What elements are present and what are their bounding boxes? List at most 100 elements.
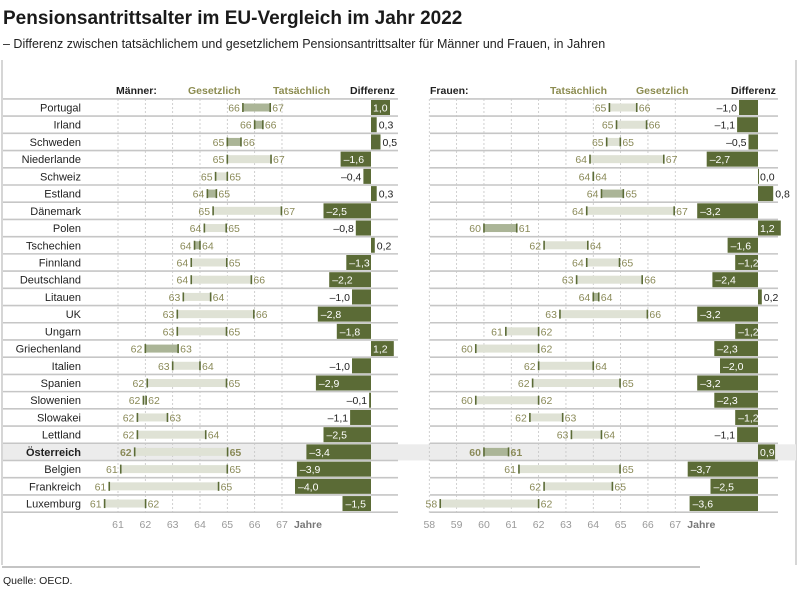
axis-tick-label: 61 (112, 519, 124, 531)
high-value-label: 66 (649, 120, 661, 132)
diff-bar (687, 461, 758, 477)
low-value-label: 62 (518, 378, 530, 390)
diff-value-label: –3,9 (300, 464, 321, 476)
range-tick-low (226, 154, 229, 164)
diff-bar (758, 289, 762, 305)
range-tick-low (144, 344, 147, 354)
range-bar (254, 120, 263, 129)
diff-bar (735, 323, 758, 339)
range-bar (483, 224, 517, 233)
range-bar (137, 430, 206, 439)
diff-value-label: 0,0 (760, 171, 775, 183)
column-header-right: Gesetzlich (636, 85, 689, 97)
range-bar (586, 206, 675, 215)
range-tick-low (182, 292, 185, 302)
range-tick-low (119, 464, 122, 474)
low-value-label: 62 (131, 344, 143, 356)
range-bar (120, 465, 228, 474)
high-value-label: 67 (283, 206, 295, 218)
range-tick-high (209, 292, 212, 302)
diff-bar (697, 306, 758, 322)
axis-tick-label: 58 (423, 519, 435, 531)
axis-tick-label: 62 (139, 519, 151, 531)
low-value-label: 61 (504, 464, 516, 476)
low-value-label: 60 (461, 395, 473, 407)
low-value-label: 62 (529, 481, 541, 493)
low-value-label: 60 (461, 344, 473, 356)
diff-value-label: –2,5 (327, 206, 348, 218)
diff-value-label: 0,5 (383, 137, 398, 149)
panel-group-label: Frauen: (430, 85, 469, 97)
range-bar (571, 430, 602, 439)
diff-bar (710, 478, 758, 494)
range-tick-low (483, 223, 485, 233)
high-value-label: 67 (273, 154, 285, 166)
diff-value-label: 1,2 (760, 223, 775, 235)
high-value-label: 65 (622, 137, 634, 149)
axis-tick-label: 62 (533, 519, 545, 531)
range-tick-low (242, 103, 244, 112)
low-value-label: 66 (240, 120, 252, 132)
diff-bar (720, 358, 758, 374)
range-tick-low (483, 447, 485, 457)
diff-value-label: –2,0 (723, 361, 744, 373)
diff-value-label: –1,1 (715, 430, 736, 442)
range-tick-low (589, 154, 591, 164)
diff-bar (737, 117, 758, 133)
axis-tick-label: 63 (560, 519, 572, 531)
range-tick-low (474, 344, 477, 354)
high-value-label: 65 (229, 326, 241, 338)
low-value-label: 64 (180, 240, 192, 252)
range-tick-low (103, 499, 106, 509)
men-panel: Männer: Gesetzlich Tatsächlich Differenz Por… (3, 85, 398, 531)
range-bar (147, 379, 227, 388)
high-value-label: 64 (595, 361, 607, 373)
high-value-label: 65 (230, 447, 242, 459)
range-tick-low (531, 378, 534, 388)
high-value-label: 66 (243, 137, 255, 149)
diff-value-label: –3,7 (691, 464, 712, 476)
diff-value-label: –3,2 (700, 378, 721, 390)
range-tick-low (559, 309, 561, 319)
high-value-label: 64 (202, 361, 214, 373)
low-value-label: 64 (579, 171, 591, 183)
high-value-label: 64 (603, 430, 615, 442)
diff-value-label: –1,2 (738, 257, 759, 269)
range-tick-high (225, 257, 228, 267)
axis-unit-label: Jahre (294, 519, 322, 531)
range-tick-low (146, 378, 149, 388)
diff-bar (342, 496, 371, 512)
range-tick-low (212, 206, 214, 216)
high-value-label: 64 (202, 240, 214, 252)
low-value-label: 62 (129, 395, 141, 407)
range-tick-low (136, 412, 139, 422)
axis-tick-label: 63 (167, 519, 179, 531)
range-bar (440, 499, 539, 508)
low-value-label: 61 (95, 481, 107, 493)
diff-value-label: –1,2 (738, 412, 759, 424)
high-value-label: 63 (180, 344, 192, 356)
range-tick-high (635, 103, 638, 112)
range-bar (242, 103, 271, 112)
diff-value-label: 1,2 (373, 344, 388, 356)
high-value-label: 62 (541, 499, 553, 511)
diff-bar (340, 151, 371, 167)
range-tick-high (144, 499, 147, 509)
high-value-label: 65 (622, 464, 634, 476)
range-tick-high (561, 412, 564, 422)
range-bar (475, 344, 539, 353)
diff-value-label: 1,0 (373, 103, 388, 115)
low-value-label: 60 (469, 447, 481, 459)
low-value-label: 62 (123, 430, 135, 442)
low-value-label: 64 (193, 189, 205, 201)
low-value-label: 65 (213, 154, 225, 166)
women-panel: Frauen: Tatsächlich Gesetzlich Differenz 65 6… (423, 85, 790, 531)
diff-value-label: –2,4 (715, 275, 736, 287)
diff-bar (371, 134, 381, 150)
low-value-label: 64 (572, 257, 584, 269)
diff-bar (352, 289, 371, 305)
low-value-label: 64 (190, 223, 202, 235)
range-tick-high (226, 464, 229, 474)
country-label: Estland (44, 189, 81, 201)
